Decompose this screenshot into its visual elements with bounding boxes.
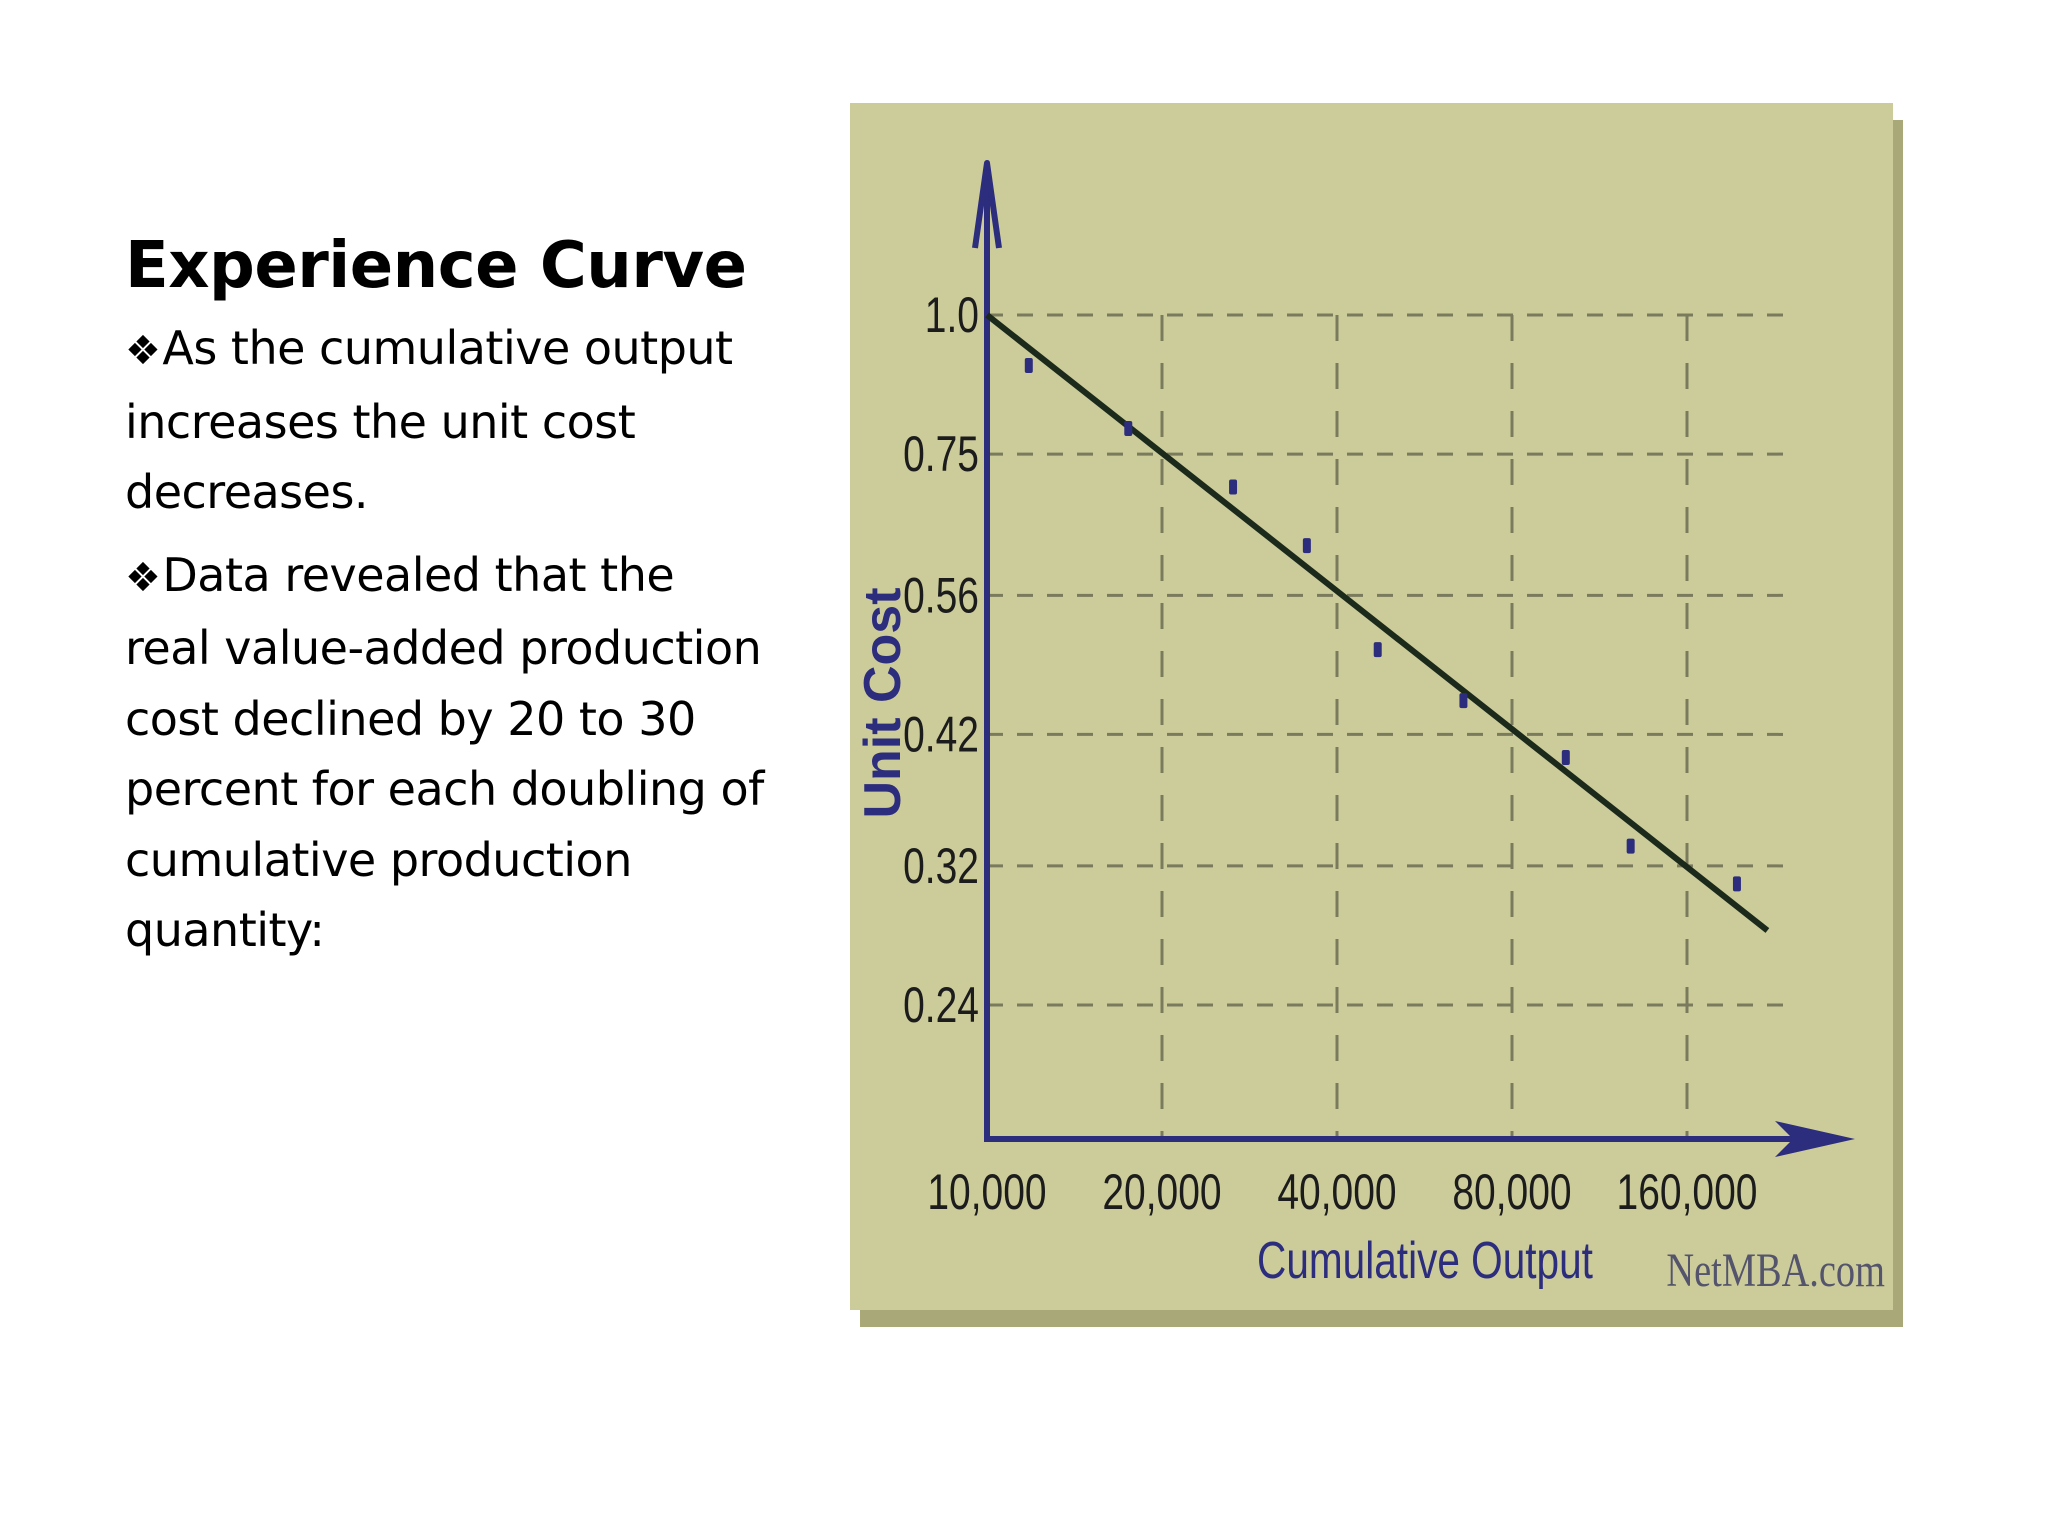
y-tick-label: 0.24 <box>903 976 979 1033</box>
y-axis-arrowhead <box>972 160 1002 249</box>
y-tick-label: 0.75 <box>903 425 979 482</box>
data-point <box>1024 357 1033 373</box>
data-point <box>1459 693 1468 709</box>
chart-panel: 1.0 0.75 0.56 0.42 0.32 0.24 10,000 20,000 40,00… <box>850 103 1893 1310</box>
trend-line <box>985 312 1770 933</box>
bullet-item: ❖As the cumulative output increases the … <box>125 313 765 528</box>
chart-axes <box>972 160 1855 1157</box>
diamond-bullet-icon: ❖ <box>125 554 161 601</box>
trend-line-layer <box>985 312 1770 933</box>
watermark-text: NetMBA.com <box>1666 1244 1885 1297</box>
y-axis-title: Unit Cost <box>854 587 912 818</box>
y-tick-label: 0.42 <box>903 706 979 763</box>
data-points <box>1024 357 1741 892</box>
x-tick-label: 10,000 <box>927 1163 1046 1220</box>
y-tick-label: 1.0 <box>925 286 979 343</box>
tick-labels: 1.0 0.75 0.56 0.42 0.32 0.24 10,000 20,000 40,00… <box>903 286 1757 1220</box>
grid-lines <box>987 313 1797 1139</box>
data-point <box>1732 876 1741 892</box>
diamond-bullet-icon: ❖ <box>125 328 161 374</box>
x-tick-label: 20,000 <box>1102 1163 1221 1220</box>
slide-title: Experience Curve <box>125 229 747 303</box>
x-tick-label: 40,000 <box>1277 1163 1396 1220</box>
y-tick-label: 0.56 <box>903 567 979 624</box>
experience-curve-chart: 1.0 0.75 0.56 0.42 0.32 0.24 10,000 20,000 40,00… <box>854 160 1885 1297</box>
bullet-text: Data revealed that the real value-added … <box>125 547 764 958</box>
data-point <box>1229 479 1238 495</box>
data-point <box>1302 538 1311 554</box>
slide-text-block: Experience Curve ❖As the cumulative outp… <box>125 225 765 978</box>
bullet-text: As the cumulative output increases the u… <box>125 321 733 519</box>
x-axis-arrowhead <box>1775 1121 1855 1157</box>
y-tick-label: 0.32 <box>903 837 979 894</box>
x-axis-title: Cumulative Output <box>1257 1231 1593 1289</box>
bullet-item: ❖Data revealed that the real value-added… <box>125 540 765 966</box>
data-point <box>1373 642 1382 658</box>
data-point <box>1561 750 1570 766</box>
x-tick-label: 160,000 <box>1617 1163 1758 1220</box>
data-point <box>1124 420 1133 436</box>
x-tick-label: 80,000 <box>1452 1163 1571 1220</box>
data-point <box>1626 838 1635 854</box>
